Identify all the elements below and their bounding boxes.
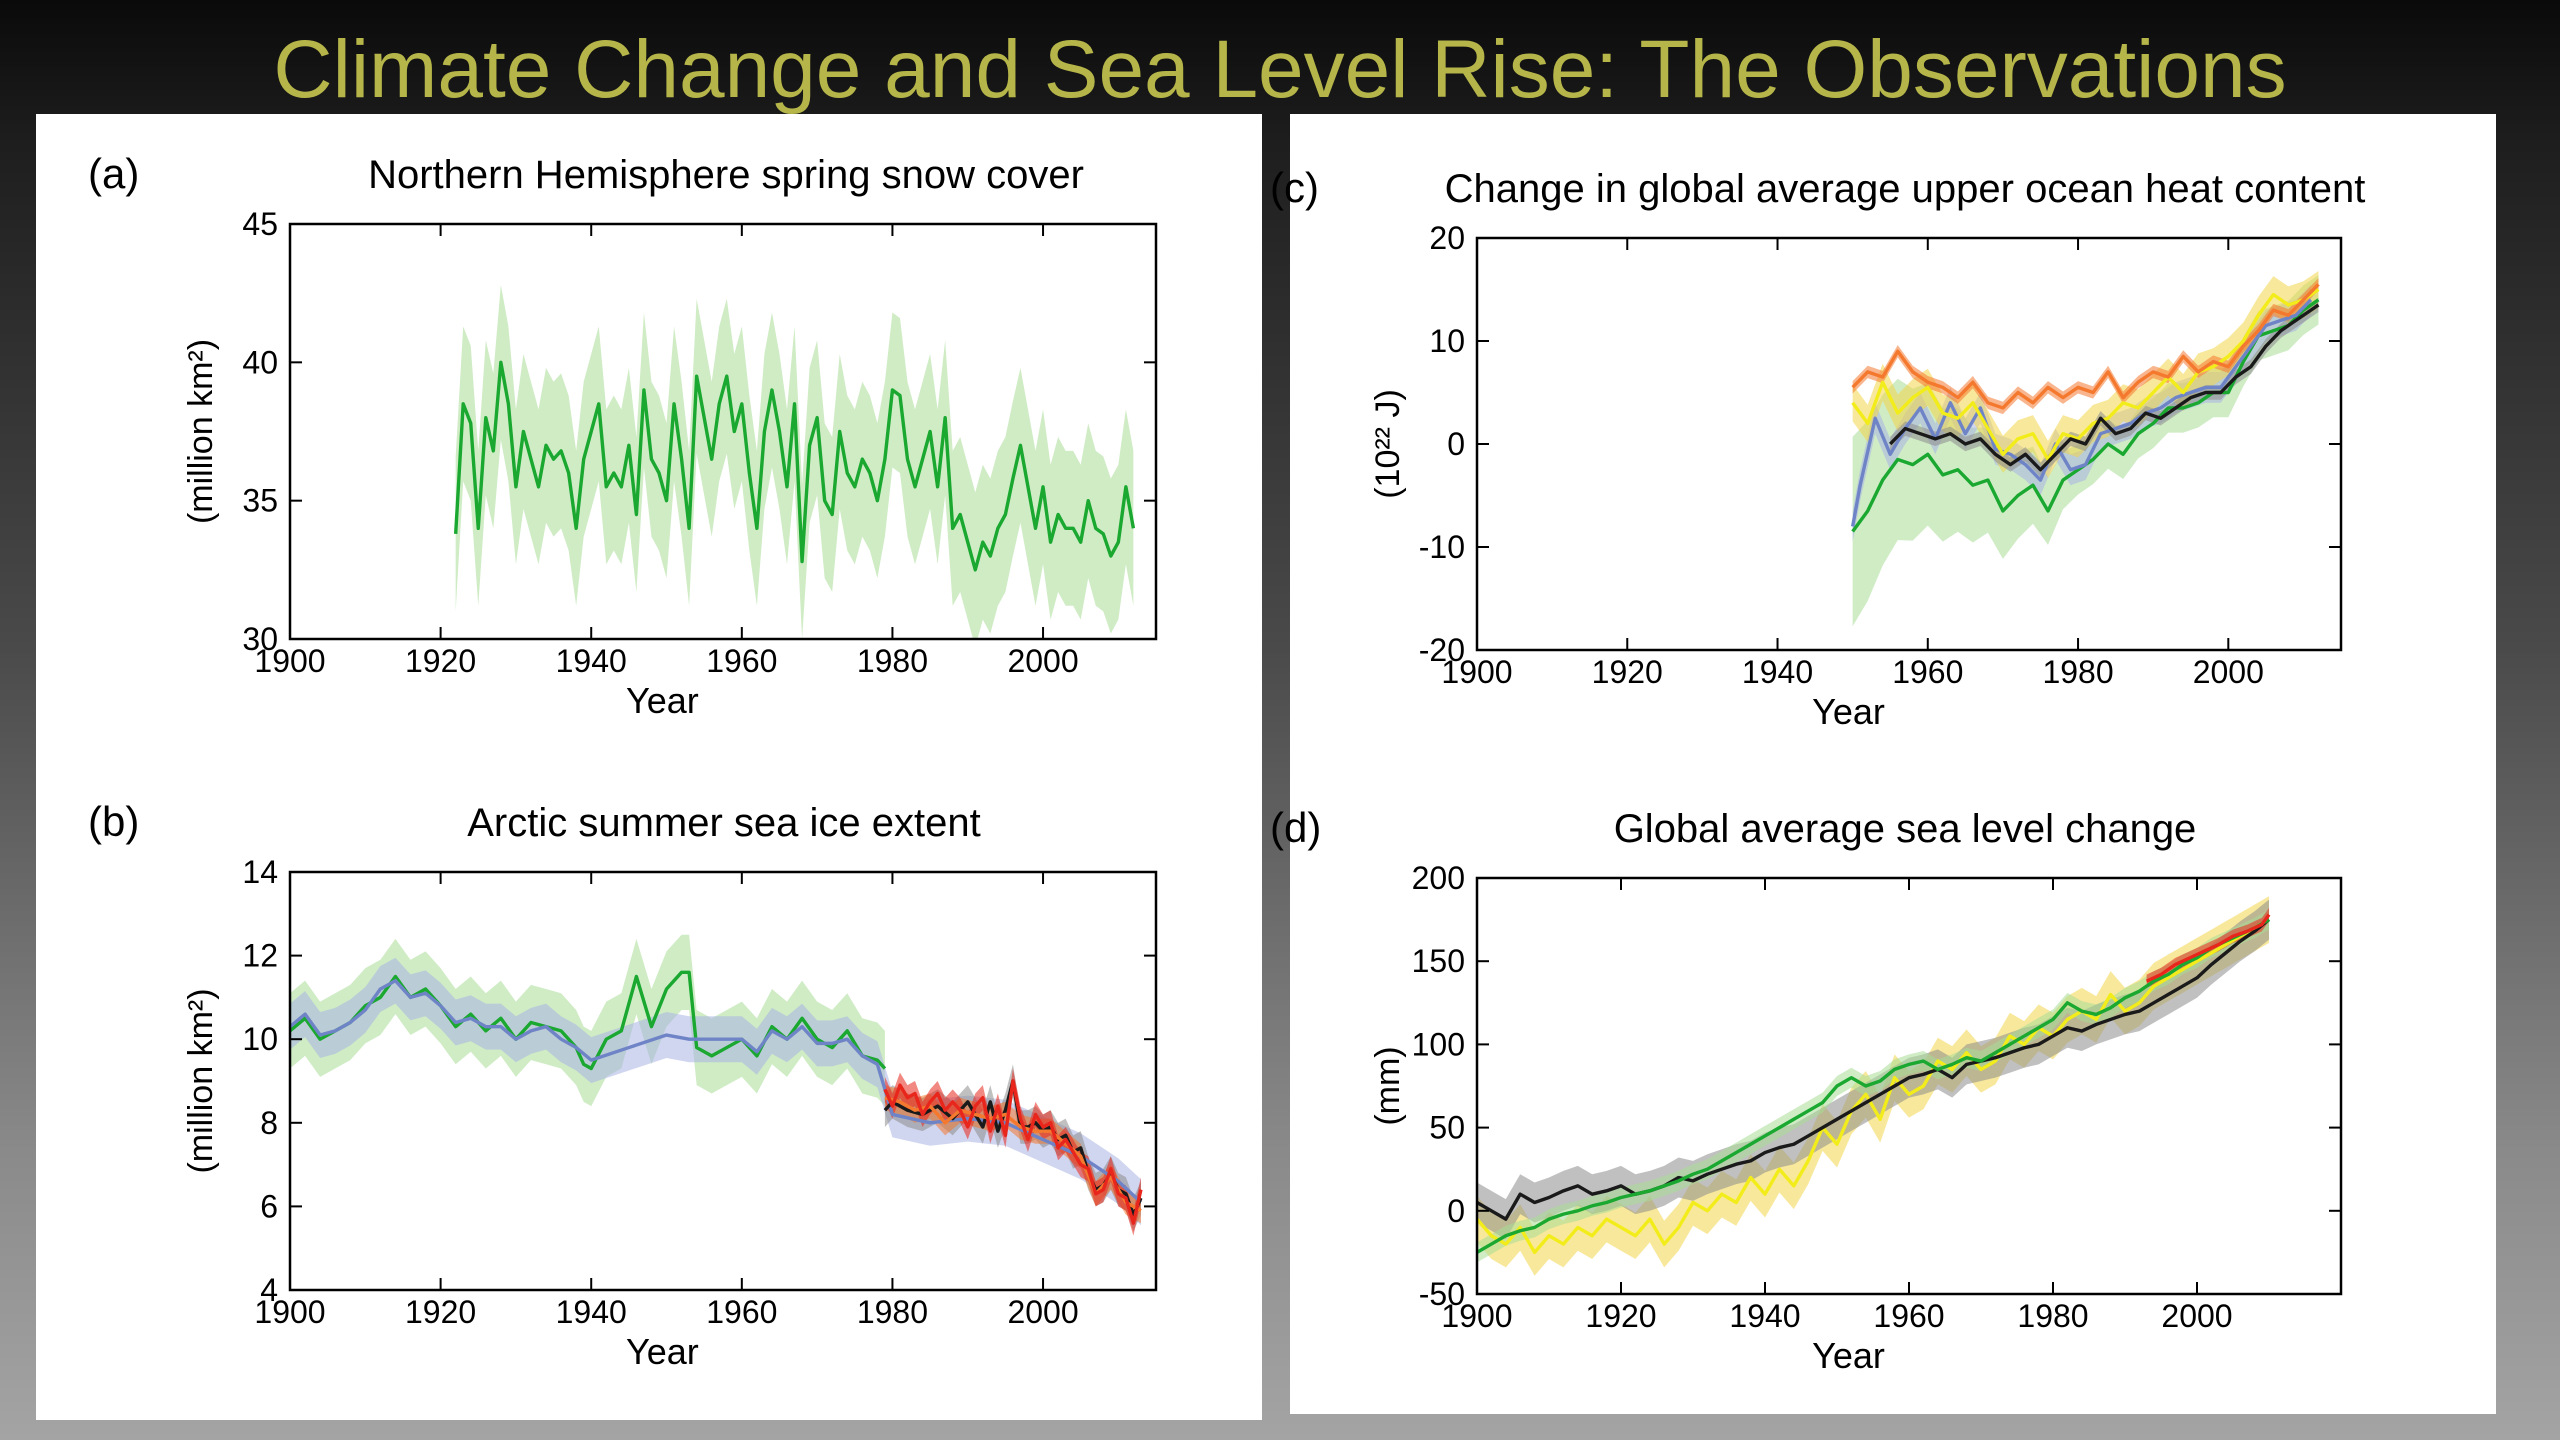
series-line-b-4 xyxy=(883,1079,1143,1225)
x-tick-label: 1900 xyxy=(1441,654,1512,690)
plot-frame xyxy=(288,870,1158,1292)
panel-label: (d) xyxy=(1270,804,1321,851)
x-tick-label: 1920 xyxy=(1585,1298,1656,1334)
y-axis-label: (million km²) xyxy=(182,988,220,1173)
series-lines xyxy=(290,970,1143,1225)
chart-title: Global average sea level change xyxy=(1614,807,2197,851)
band-b-4 xyxy=(884,1068,1141,1236)
series-lines xyxy=(453,360,1136,572)
series-lines xyxy=(1850,283,2320,533)
x-tick-label: 1920 xyxy=(405,1294,476,1330)
y-tick-label: 8 xyxy=(260,1105,278,1141)
x-tick-label: 1920 xyxy=(405,643,476,679)
series-line-c-2 xyxy=(1851,288,2320,462)
x-tick-label: 1900 xyxy=(254,643,325,679)
uncertainty-bands xyxy=(455,284,1134,639)
y-tick-label: -20 xyxy=(1419,632,1465,668)
y-tick-label: 30 xyxy=(242,621,278,657)
x-tick-label: 2000 xyxy=(1007,643,1078,679)
band-d-1 xyxy=(1477,899,2269,1240)
x-tick-label: 2000 xyxy=(1007,1294,1078,1330)
y-tick-label: 10 xyxy=(1429,323,1465,359)
x-tick-label: 1900 xyxy=(1441,1298,1512,1334)
panel-label: (a) xyxy=(88,150,139,197)
x-tick-label: 1940 xyxy=(1742,654,1813,690)
band-c-2 xyxy=(1852,270,2319,478)
series-line-d-2 xyxy=(1477,918,2270,1254)
y-tick-label: 12 xyxy=(242,938,278,974)
y-tick-label: 20 xyxy=(1429,220,1465,256)
chart-a: 1900 1920 1940 1960 1980 2000 30 35 40 45 Year (mil… xyxy=(88,150,1158,721)
series-line-c-1 xyxy=(1850,298,2313,527)
y-tick-label: 10 xyxy=(242,1021,278,1057)
band-b-0 xyxy=(290,934,885,1107)
slide-title: Climate Change and Sea Level Rise: The O… xyxy=(273,24,2287,115)
x-axis-label: Year xyxy=(1812,691,1885,732)
y-axis-label: (mm) xyxy=(1369,1046,1407,1125)
y-tick-label: -50 xyxy=(1419,1276,1465,1312)
y-tick-label: 40 xyxy=(242,344,278,380)
panel-label: (c) xyxy=(1270,164,1319,211)
y-axis-label: (million km²) xyxy=(182,339,220,524)
series-line-c-4 xyxy=(1888,303,2320,472)
y-tick-label: 6 xyxy=(260,1188,278,1224)
uncertainty-bands xyxy=(1852,270,2319,627)
band-c-3 xyxy=(1852,278,2319,415)
x-tick-label: 1960 xyxy=(1873,1298,1944,1334)
x-tick-label: 1960 xyxy=(1892,654,1963,690)
band-b-1 xyxy=(290,957,1141,1226)
y-tick-label: 4 xyxy=(260,1272,278,1308)
y-tick-label: 150 xyxy=(1412,943,1465,979)
y-tick-label: 0 xyxy=(1447,426,1465,462)
x-tick-label: 2000 xyxy=(2193,654,2264,690)
chart-title: Arctic summer sea ice extent xyxy=(467,801,981,845)
x-axis-label: Year xyxy=(626,1331,699,1372)
band-d-2 xyxy=(1477,909,2269,1263)
series-line-d-1 xyxy=(1477,918,2271,1221)
x-tick-label: 1980 xyxy=(857,1294,928,1330)
x-tick-label: 1940 xyxy=(556,1294,627,1330)
series-line-d-0 xyxy=(1477,918,2270,1255)
x-tick-label: 1940 xyxy=(1729,1298,1800,1334)
x-tick-label: 1960 xyxy=(706,1294,777,1330)
band-a-0 xyxy=(455,284,1134,639)
x-tick-label: 1980 xyxy=(2017,1298,2088,1334)
y-tick-label: 35 xyxy=(242,483,278,519)
x-tick-label: 1960 xyxy=(706,643,777,679)
chart-b: 1900 1920 1940 1960 1980 2000 4 6 8 10 12 14 Year (mi… xyxy=(88,798,1158,1372)
y-tick-label: 50 xyxy=(1429,1110,1465,1146)
x-tick-label: 2000 xyxy=(2161,1298,2232,1334)
figure-panel-left xyxy=(36,114,1262,1420)
x-tick-label: 1920 xyxy=(1592,654,1663,690)
chart-c: 1900 1920 1940 1960 1980 2000 -20 -10 0 10 20 Year (… xyxy=(1270,164,2365,732)
x-tick-label: 1900 xyxy=(254,1294,325,1330)
y-tick-label: 0 xyxy=(1447,1193,1465,1229)
chart-d: 1900 1920 1940 1960 1980 2000 -50 0 50 100 150 200 Y… xyxy=(1270,804,2343,1376)
plot-frame xyxy=(288,222,1158,641)
x-tick-label: 1980 xyxy=(857,643,928,679)
panel-label: (b) xyxy=(88,798,139,845)
y-tick-label: 45 xyxy=(242,206,278,242)
uncertainty-bands xyxy=(1477,896,2269,1276)
x-axis-label: Year xyxy=(626,680,699,721)
series-lines xyxy=(1477,913,2271,1255)
series-line-c-3 xyxy=(1851,283,2320,410)
series-line-d-3 xyxy=(2145,913,2271,983)
y-tick-label: -10 xyxy=(1419,529,1465,565)
y-tick-label: 200 xyxy=(1412,860,1465,896)
chart-title: Change in global average upper ocean hea… xyxy=(1445,167,2366,211)
chart-title: Northern Hemisphere spring snow cover xyxy=(368,153,1084,197)
x-axis-label: Year xyxy=(1812,1335,1885,1376)
y-axis-label: (10²² J) xyxy=(1369,389,1407,499)
series-line-a-0 xyxy=(453,360,1136,572)
x-tick-label: 1980 xyxy=(2042,654,2113,690)
y-tick-label: 14 xyxy=(242,854,278,890)
y-tick-label: 100 xyxy=(1412,1026,1465,1062)
x-tick-label: 1940 xyxy=(556,643,627,679)
